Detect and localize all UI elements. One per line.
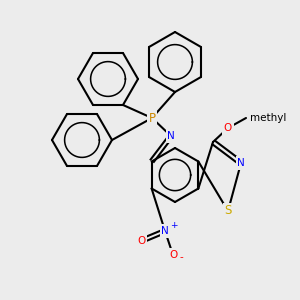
Text: N: N [167,131,175,141]
Text: S: S [224,205,232,218]
Text: O: O [169,250,177,260]
Text: O: O [224,123,232,133]
Text: +: + [170,221,178,230]
Text: -: - [180,252,184,262]
Text: methyl: methyl [250,113,286,123]
Text: N: N [161,226,169,236]
Text: P: P [148,112,155,124]
Text: N: N [237,158,245,168]
Text: O: O [137,236,145,246]
